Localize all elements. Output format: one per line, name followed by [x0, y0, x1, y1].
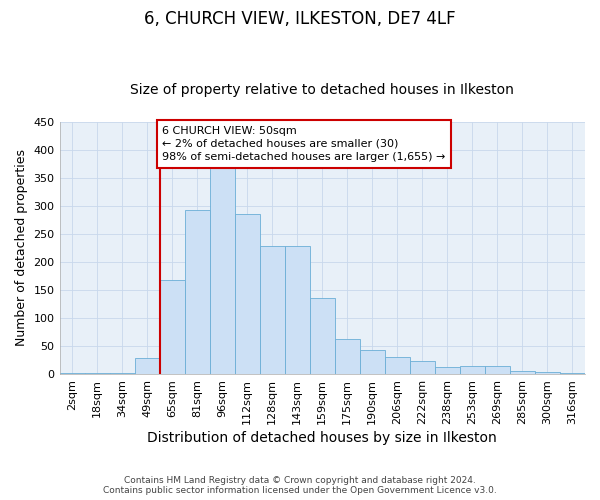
Bar	[410, 360, 435, 374]
Bar	[560, 373, 585, 374]
X-axis label: Distribution of detached houses by size in Ilkeston: Distribution of detached houses by size …	[148, 431, 497, 445]
Bar	[510, 372, 535, 374]
Bar	[535, 372, 560, 374]
Y-axis label: Number of detached properties: Number of detached properties	[15, 150, 28, 346]
Bar	[460, 366, 485, 374]
Text: 6, CHURCH VIEW, ILKESTON, DE7 4LF: 6, CHURCH VIEW, ILKESTON, DE7 4LF	[144, 10, 456, 28]
Bar	[59, 373, 85, 374]
Bar	[160, 280, 185, 374]
Bar	[185, 210, 209, 374]
Bar	[360, 350, 385, 374]
Bar	[435, 367, 460, 374]
Text: Contains HM Land Registry data © Crown copyright and database right 2024.
Contai: Contains HM Land Registry data © Crown c…	[103, 476, 497, 495]
Bar	[335, 340, 360, 374]
Text: 6 CHURCH VIEW: 50sqm
← 2% of detached houses are smaller (30)
98% of semi-detach: 6 CHURCH VIEW: 50sqm ← 2% of detached ho…	[162, 126, 446, 162]
Bar	[110, 373, 134, 374]
Bar	[260, 246, 285, 374]
Bar	[209, 168, 235, 374]
Bar	[310, 298, 335, 374]
Bar	[485, 366, 510, 374]
Bar	[85, 373, 110, 374]
Bar	[134, 358, 160, 374]
Bar	[235, 214, 260, 374]
Bar	[385, 357, 410, 374]
Title: Size of property relative to detached houses in Ilkeston: Size of property relative to detached ho…	[130, 83, 514, 97]
Bar	[285, 246, 310, 374]
